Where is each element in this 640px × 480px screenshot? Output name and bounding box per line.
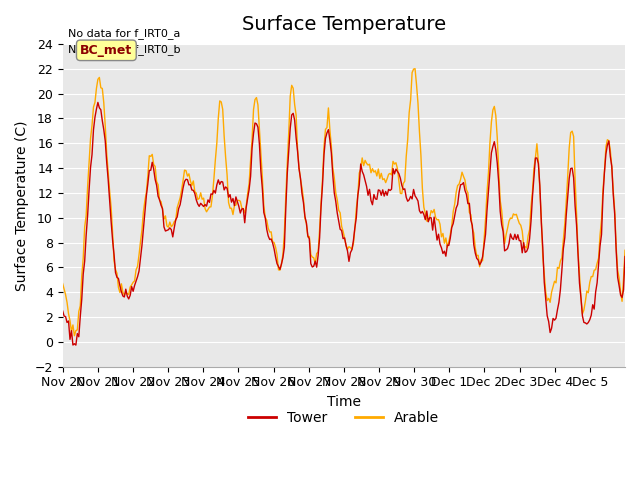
- Text: BC_met: BC_met: [80, 44, 132, 57]
- Y-axis label: Surface Temperature (C): Surface Temperature (C): [15, 120, 29, 290]
- X-axis label: Time: Time: [327, 395, 361, 409]
- Title: Surface Temperature: Surface Temperature: [242, 15, 446, 34]
- Legend: Tower, Arable: Tower, Arable: [243, 406, 445, 431]
- Text: No data for f_IRT0_b: No data for f_IRT0_b: [68, 44, 180, 55]
- Text: No data for f_IRT0_a: No data for f_IRT0_a: [68, 28, 180, 39]
